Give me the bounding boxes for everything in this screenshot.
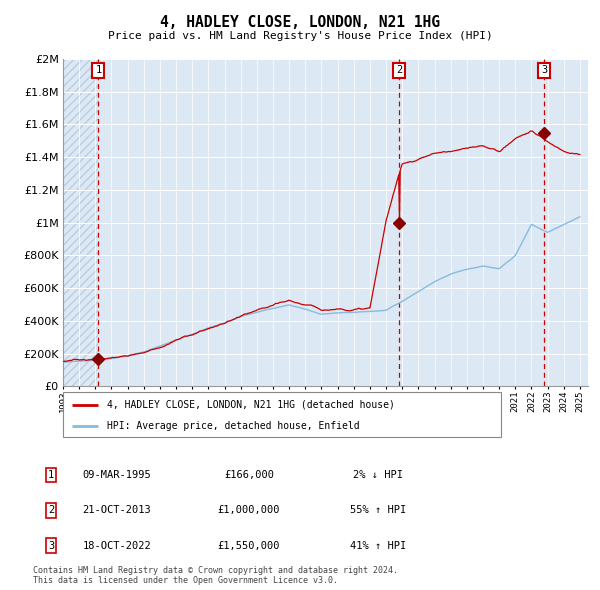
Text: 2: 2 bbox=[396, 65, 402, 76]
Text: 1: 1 bbox=[95, 65, 101, 76]
Bar bbox=[63, 59, 98, 386]
Text: 3: 3 bbox=[541, 65, 548, 76]
Text: £1,550,000: £1,550,000 bbox=[218, 541, 280, 550]
Bar bbox=[63, 59, 98, 386]
Text: 18-OCT-2022: 18-OCT-2022 bbox=[83, 541, 151, 550]
Text: £166,000: £166,000 bbox=[224, 470, 274, 480]
Text: 2% ↓ HPI: 2% ↓ HPI bbox=[353, 470, 403, 480]
Text: 21-OCT-2013: 21-OCT-2013 bbox=[83, 506, 151, 515]
Text: Price paid vs. HM Land Registry's House Price Index (HPI): Price paid vs. HM Land Registry's House … bbox=[107, 31, 493, 41]
Text: 4, HADLEY CLOSE, LONDON, N21 1HG (detached house): 4, HADLEY CLOSE, LONDON, N21 1HG (detach… bbox=[107, 400, 395, 409]
Text: HPI: Average price, detached house, Enfield: HPI: Average price, detached house, Enfi… bbox=[107, 421, 359, 431]
Text: £1,000,000: £1,000,000 bbox=[218, 506, 280, 515]
FancyBboxPatch shape bbox=[63, 392, 501, 437]
Text: 55% ↑ HPI: 55% ↑ HPI bbox=[350, 506, 406, 515]
Text: Contains HM Land Registry data © Crown copyright and database right 2024.
This d: Contains HM Land Registry data © Crown c… bbox=[33, 566, 398, 585]
Text: 4, HADLEY CLOSE, LONDON, N21 1HG: 4, HADLEY CLOSE, LONDON, N21 1HG bbox=[160, 15, 440, 30]
Text: 2: 2 bbox=[48, 506, 54, 515]
Text: 3: 3 bbox=[48, 541, 54, 550]
Text: 1: 1 bbox=[48, 470, 54, 480]
Text: 09-MAR-1995: 09-MAR-1995 bbox=[83, 470, 151, 480]
Text: 41% ↑ HPI: 41% ↑ HPI bbox=[350, 541, 406, 550]
